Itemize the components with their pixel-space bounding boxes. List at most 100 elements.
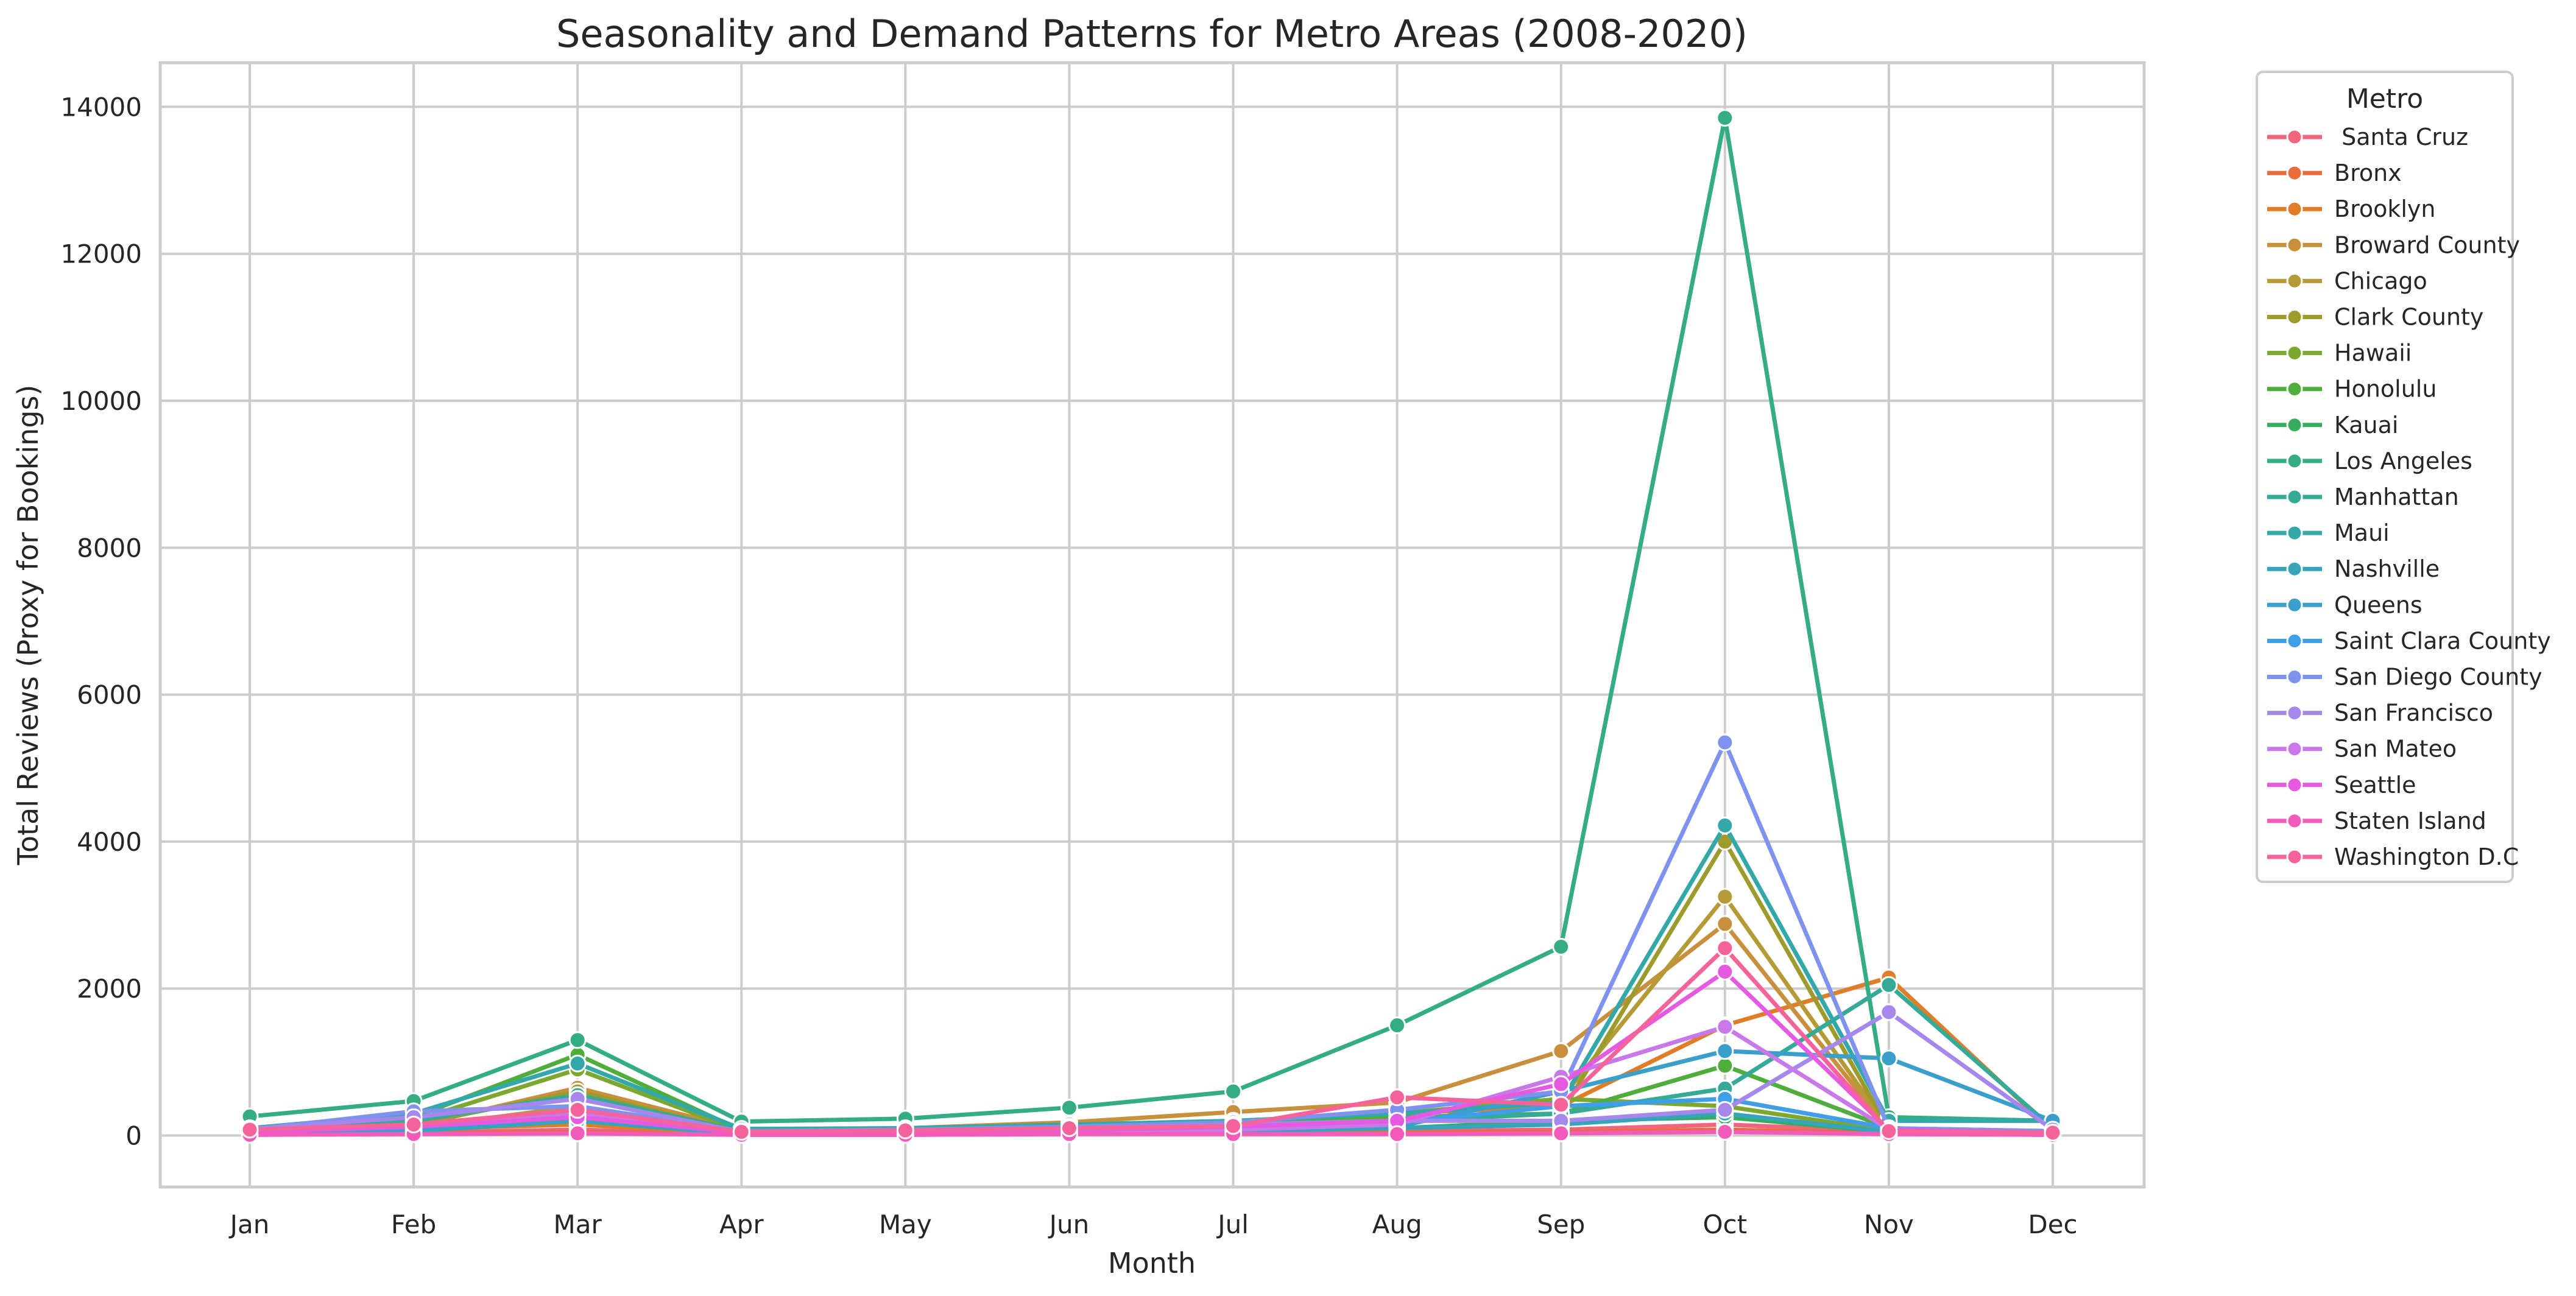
grid: [160, 63, 2144, 1187]
y-tick-label: 0: [125, 1121, 142, 1151]
data-point: [896, 1121, 914, 1139]
x-ticks: Jan Feb Mar Apr May Jun Jul Aug Sep Oct Nov Dec: [228, 1210, 2078, 1239]
legend-item: Los Angeles: [2267, 448, 2472, 474]
legend: Metro Santa Cruz Bronx Brooklyn Broward Cou…: [2256, 71, 2551, 883]
legend-item: Staten Island: [2267, 808, 2486, 834]
data-point: [568, 1031, 587, 1049]
x-tick-label: Jul: [1216, 1210, 1249, 1239]
series-line: [249, 740, 2053, 1133]
data-point: [1552, 1042, 1570, 1060]
data-point: [1060, 1119, 1078, 1137]
legend-marker: [2286, 812, 2303, 829]
legend-item: Broward County: [2267, 231, 2520, 258]
data-point: [241, 1121, 259, 1139]
legend-marker: [2286, 705, 2303, 722]
x-tick-label: Apr: [719, 1210, 764, 1239]
legend-items: Santa Cruz Bronx Brooklyn Broward County Chi…: [2267, 124, 2551, 870]
x-tick-label: Oct: [1703, 1210, 1748, 1239]
legend-label: San Francisco: [2334, 700, 2493, 727]
data-point: [568, 1101, 587, 1119]
legend-label: Broward County: [2334, 231, 2520, 258]
data-point: [1388, 1088, 1406, 1107]
legend-item: San Diego County: [2267, 664, 2542, 691]
data-point: [568, 1054, 587, 1072]
x-tick-label: Feb: [391, 1210, 436, 1239]
legend-label: Brooklyn: [2334, 195, 2436, 222]
legend-label: San Mateo: [2334, 736, 2457, 762]
legend-item: San Francisco: [2267, 700, 2493, 727]
legend-label: Seattle: [2334, 772, 2416, 798]
legend-label: Santa Cruz: [2334, 124, 2468, 150]
legend-marker: [2286, 272, 2303, 289]
y-tick-label: 4000: [77, 827, 142, 857]
legend-label: Nashville: [2334, 555, 2440, 582]
legend-label: Bronx: [2334, 160, 2402, 186]
data-point: [1060, 1099, 1078, 1117]
legend-marker: [2286, 777, 2303, 794]
legend-item: Chicago: [2267, 267, 2427, 294]
legend-item: Maui: [2267, 519, 2390, 546]
legend-label: Staten Island: [2334, 808, 2486, 834]
legend-marker: [2286, 417, 2303, 434]
data-point: [1552, 1096, 1570, 1114]
legend-item: Seattle: [2267, 772, 2416, 798]
data-point: [1716, 733, 1734, 752]
legend-marker: [2286, 524, 2303, 541]
legend-label: Hawaii: [2334, 340, 2412, 367]
legend-label: Chicago: [2334, 267, 2427, 294]
legend-marker: [2286, 129, 2303, 146]
data-point: [1224, 1082, 1243, 1101]
series-los-angeles: [241, 108, 2062, 1131]
data-point: [1552, 937, 1570, 956]
legend-item: Honolulu: [2267, 376, 2437, 403]
x-tick-label: Dec: [2028, 1210, 2077, 1239]
y-tick-label: 12000: [60, 239, 142, 269]
legend-marker: [2286, 488, 2303, 505]
legend-label: Washington D.C: [2334, 843, 2519, 870]
legend-item: Queens: [2267, 591, 2422, 618]
data-point: [732, 1123, 750, 1141]
data-point: [1880, 1049, 1898, 1068]
legend-label: Maui: [2334, 519, 2390, 546]
y-tick-label: 10000: [60, 386, 142, 416]
legend-marker: [2286, 164, 2303, 181]
series-line: [249, 115, 2053, 1124]
data-point: [404, 1115, 423, 1133]
data-point: [1716, 1101, 1734, 1119]
series-line: [249, 921, 2053, 1135]
legend-label: San Diego County: [2334, 664, 2542, 691]
legend-marker: [2286, 381, 2303, 398]
x-tick-label: Aug: [1372, 1210, 1422, 1239]
data-point: [1880, 976, 1898, 994]
x-tick-label: Mar: [554, 1210, 602, 1239]
data-point: [1880, 1003, 1898, 1021]
legend-title: Metro: [2346, 83, 2423, 114]
y-tick-label: 14000: [60, 92, 142, 122]
y-tick-label: 8000: [77, 533, 142, 563]
data-point: [1716, 1123, 1734, 1141]
legend-marker: [2286, 669, 2303, 685]
data-point: [2044, 1124, 2062, 1142]
y-ticks: 0 2000 4000 6000 8000 10000 12000 14000: [60, 92, 142, 1150]
data-point: [1716, 887, 1734, 906]
series-washington-d-c: [241, 939, 2062, 1142]
legend-marker: [2286, 741, 2303, 758]
legend-label: Clark County: [2334, 304, 2483, 331]
data-point: [1388, 1125, 1406, 1143]
data-point: [1716, 816, 1734, 834]
data-point: [1388, 1016, 1406, 1035]
legend-label: Honolulu: [2334, 376, 2437, 403]
data-point: [1716, 1042, 1734, 1060]
series-line: [249, 1130, 2053, 1137]
legend-label: Kauai: [2334, 412, 2398, 438]
data-point: [1552, 1075, 1570, 1093]
data-point: [568, 1124, 587, 1143]
data-point: [1552, 1124, 1570, 1143]
chart-title: Seasonality and Demand Patterns for Metr…: [556, 12, 1748, 56]
legend-marker: [2286, 345, 2303, 362]
legend-item: San Mateo: [2267, 736, 2457, 762]
data-point: [1880, 1122, 1898, 1140]
x-axis-label: Month: [1108, 1247, 1196, 1280]
series-line: [249, 946, 2053, 1135]
